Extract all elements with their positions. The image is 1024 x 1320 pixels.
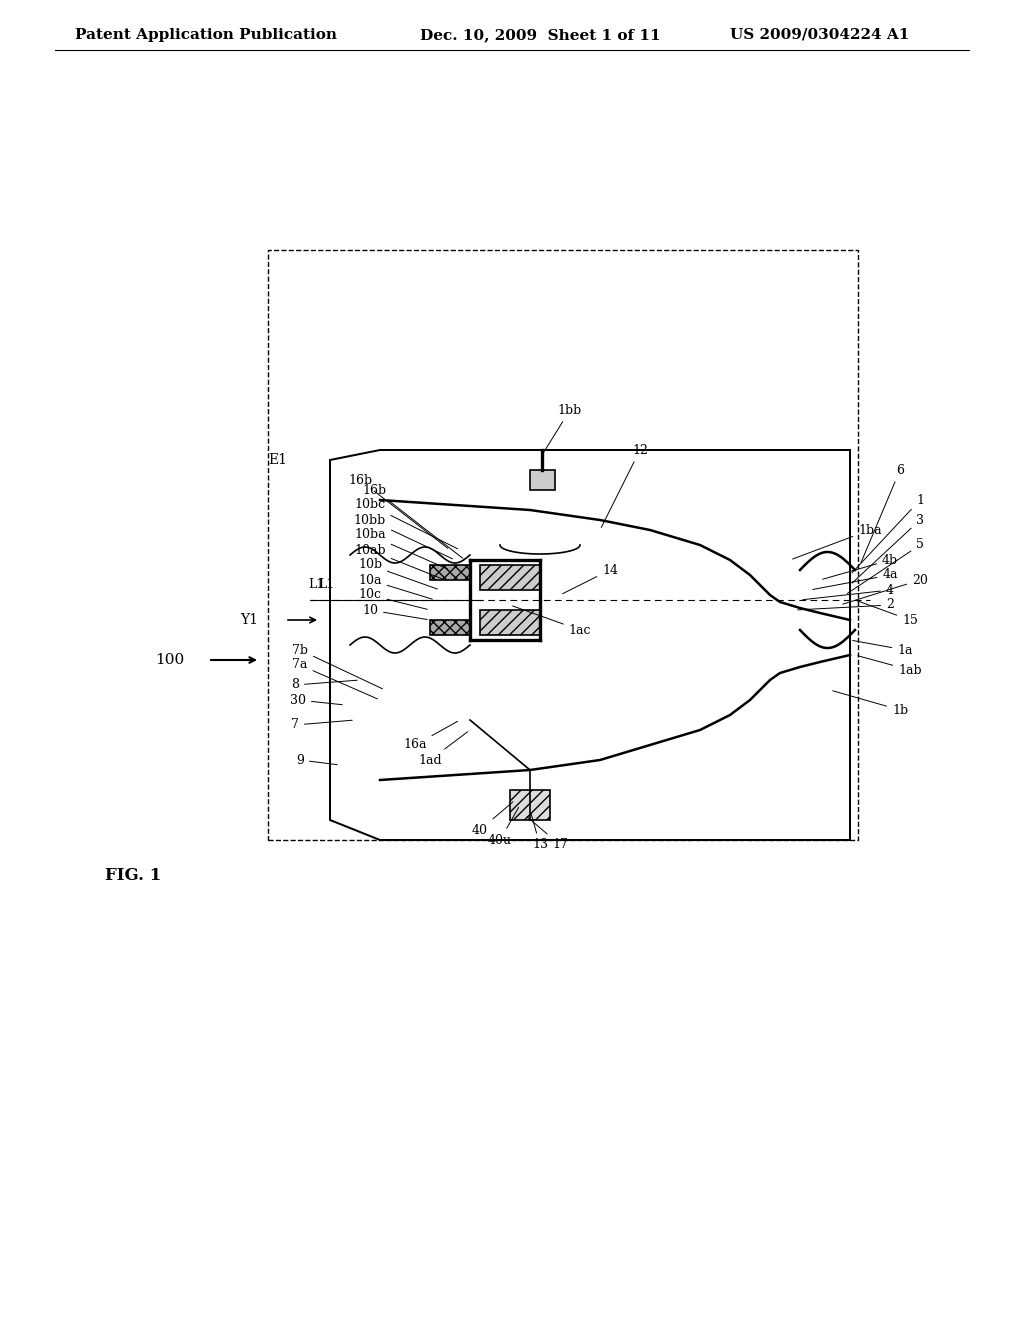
Bar (510, 789, 550, 820)
Text: 1bb: 1bb (544, 404, 582, 453)
Text: 100: 100 (155, 653, 184, 667)
Text: Patent Application Publication: Patent Application Publication (75, 28, 337, 42)
Text: 15: 15 (858, 601, 918, 627)
Text: 1b: 1b (833, 690, 908, 717)
Text: 10: 10 (362, 603, 427, 619)
Text: 7: 7 (291, 718, 352, 731)
Text: 16b: 16b (348, 474, 447, 548)
Text: 10a: 10a (358, 573, 432, 599)
Text: 2: 2 (798, 598, 894, 611)
Text: 40: 40 (472, 801, 513, 837)
Text: 10ab: 10ab (354, 544, 442, 579)
Text: Y1: Y1 (240, 612, 258, 627)
Text: FIG. 1: FIG. 1 (105, 866, 161, 883)
Bar (268, 249, 858, 840)
Text: 10c: 10c (358, 589, 427, 610)
Text: 20: 20 (843, 573, 928, 605)
Text: 1ba: 1ba (793, 524, 882, 560)
Text: 7a: 7a (292, 659, 378, 698)
Text: 4: 4 (803, 583, 894, 599)
Text: 40u: 40u (488, 808, 518, 846)
Text: 9: 9 (296, 754, 337, 767)
Text: 13: 13 (530, 813, 548, 851)
Text: L1: L1 (318, 578, 334, 591)
Bar (430, 620, 470, 635)
Text: 10b: 10b (358, 558, 437, 589)
Text: US 2009/0304224 A1: US 2009/0304224 A1 (730, 28, 909, 42)
Text: 14: 14 (562, 564, 618, 594)
Bar (430, 565, 470, 579)
Text: 16a: 16a (403, 721, 458, 751)
Text: 1ad: 1ad (418, 731, 468, 767)
Bar (480, 610, 540, 635)
Text: 1ac: 1ac (513, 606, 591, 636)
Text: 12: 12 (601, 444, 648, 528)
Text: 1: 1 (852, 494, 924, 573)
Bar (530, 470, 555, 490)
Bar (480, 565, 540, 590)
Text: 3: 3 (852, 513, 924, 583)
Text: 10ba: 10ba (354, 528, 447, 569)
Text: 4a: 4a (813, 569, 898, 590)
Text: E1: E1 (268, 453, 287, 467)
Text: L1: L1 (308, 578, 325, 591)
Text: 4b: 4b (822, 553, 898, 579)
Text: 5: 5 (847, 539, 924, 594)
Text: 16b: 16b (362, 483, 463, 558)
Text: 10bc: 10bc (354, 499, 458, 549)
Text: 1a: 1a (853, 640, 912, 656)
Text: 30: 30 (290, 693, 342, 706)
Text: 10bb: 10bb (354, 513, 453, 558)
Text: 7b: 7b (292, 644, 383, 689)
Text: 17: 17 (527, 817, 568, 851)
Text: 6: 6 (861, 463, 904, 562)
Text: 1ab: 1ab (858, 656, 922, 676)
Text: Dec. 10, 2009  Sheet 1 of 11: Dec. 10, 2009 Sheet 1 of 11 (420, 28, 660, 42)
Text: 8: 8 (291, 678, 357, 692)
